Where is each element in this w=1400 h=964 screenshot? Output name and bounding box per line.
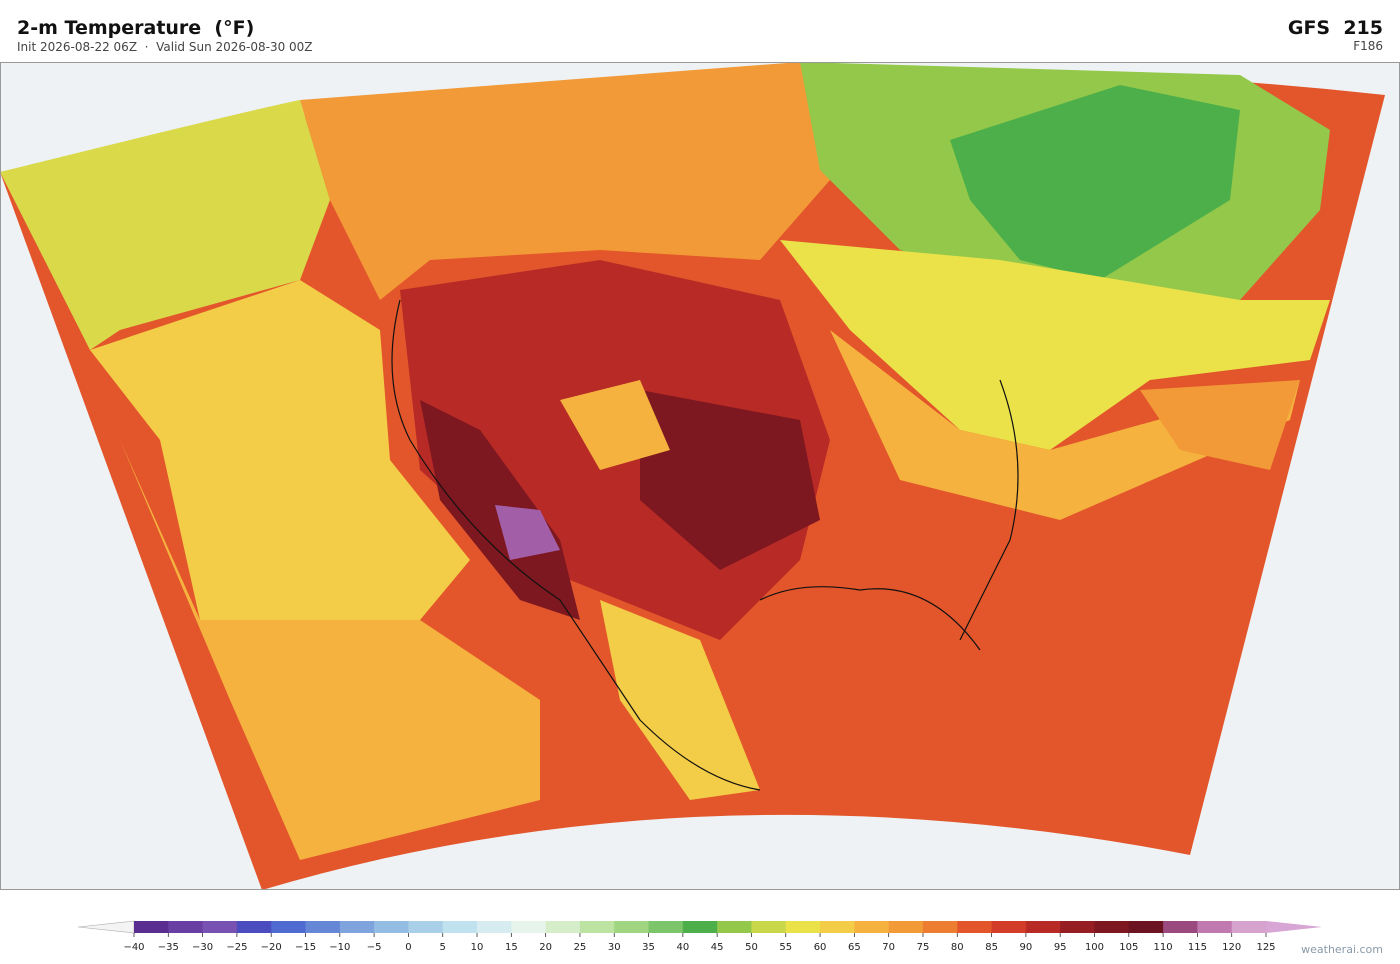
forecast-hour: F186 [1353, 39, 1383, 53]
colorbar-tick-label: 70 [882, 942, 895, 953]
colorbar-bin [1163, 921, 1198, 933]
colorbar-tick-label: 75 [917, 942, 930, 953]
colorbar-bin [614, 921, 650, 933]
colorbar: −40 −35 −30 −25 −20 −15 −10 −5 0 5 10 15 20 25 30 35 40 4… [77, 920, 1322, 953]
colorbar-tick-label: 35 [642, 942, 655, 953]
field-west-canada [300, 62, 830, 300]
title: 2-m Temperature (°F) [17, 17, 254, 39]
colorbar-tick-label: −30 [192, 942, 213, 953]
colorbar-tick-label: 30 [608, 942, 621, 953]
colorbar-bin [442, 921, 478, 933]
colorbar-bin [648, 921, 684, 933]
colorbar-bin [1025, 921, 1061, 933]
colorbar-tick-label: 55 [779, 942, 792, 953]
colorbar-bin [751, 921, 787, 933]
colorbar-bin [339, 921, 375, 933]
colorbar-bin [271, 921, 307, 933]
colorbar-bin [682, 921, 718, 933]
field-desert-peak [495, 505, 560, 560]
colorbar-tick-label: 105 [1119, 942, 1138, 953]
colorbar-bin [134, 921, 169, 933]
field-mexico-plateau [600, 600, 760, 800]
colorbar-tick-label: 5 [440, 942, 446, 953]
model: GFS 215 [1288, 17, 1383, 39]
colorbar-tick-label: −40 [123, 942, 144, 953]
colorbar-tick-label: 0 [405, 942, 411, 953]
colorbar-tick-label: 65 [848, 942, 861, 953]
colorbar-bin [202, 921, 238, 933]
colorbar-bin [717, 921, 752, 933]
colorbar-tick-label: −10 [329, 942, 350, 953]
colorbar-bin [408, 921, 444, 933]
colorbar-tick-label: 115 [1188, 942, 1207, 953]
colorbar-tick-label: 40 [676, 942, 689, 953]
field-pacific-south [120, 440, 540, 860]
field-great-lakes [780, 240, 1330, 450]
colorbar-over [1266, 921, 1322, 933]
colorbar-tick-label: 10 [471, 942, 484, 953]
colorbar-bin [477, 921, 512, 933]
map [0, 62, 1400, 890]
colorbar-tick-label: 80 [951, 942, 964, 953]
colorbar-bin [579, 921, 615, 933]
colorbar-bin [1094, 921, 1130, 933]
colorbar-bin [957, 921, 993, 933]
colorbar-tick-label: −15 [295, 942, 316, 953]
colorbar-bin [1128, 921, 1164, 933]
colorbar-bin [1231, 921, 1267, 933]
colorbar-tick-label: 85 [985, 942, 998, 953]
colorbar-under [77, 920, 135, 934]
colorbar-tick-label: 20 [539, 942, 552, 953]
colorbar-tick-label: 45 [711, 942, 724, 953]
colorbar-tick-label: 95 [1054, 942, 1067, 953]
colorbar-bin [305, 921, 341, 933]
colorbar-tick-label: 90 [1020, 942, 1033, 953]
colorbar-tick-label: 110 [1154, 942, 1173, 953]
field-pacific [90, 280, 470, 620]
colorbar-bin [1197, 921, 1233, 933]
colorbar-tick-label: 25 [574, 942, 587, 953]
colorbar-tick-label: −25 [226, 942, 247, 953]
colorbar-tick-label: 60 [814, 942, 827, 953]
field-plains-hot [640, 390, 820, 570]
coastline [391, 299, 1019, 791]
subtitle: Init 2026-08-22 06Z · Valid Sun 2026-08-… [17, 40, 313, 54]
colorbar-bin [820, 921, 855, 933]
colorbar-tick-label: 100 [1085, 942, 1104, 953]
colorbar-bin [854, 921, 890, 933]
colorbar-bin [374, 921, 409, 933]
colorbar-bin [991, 921, 1027, 933]
colorbar-bin [1060, 921, 1095, 933]
colorbar-bin [922, 921, 958, 933]
colorbar-bin [236, 921, 272, 933]
colorbar-bin [168, 921, 204, 933]
colorbar-tick-label: −35 [158, 942, 179, 953]
field-ohio-valley [830, 330, 1300, 520]
field-atlantic-north [1140, 380, 1300, 470]
colorbar-bin [888, 921, 924, 933]
watermark: weatherai.com [1301, 943, 1383, 956]
colorbar-tick-label: 120 [1222, 942, 1241, 953]
colorbar-tick-label: 125 [1256, 942, 1275, 953]
colorbar-tick-label: 15 [505, 942, 518, 953]
colorbar-bin [785, 921, 821, 933]
field-rockies [560, 380, 670, 470]
colorbar-bin [511, 921, 547, 933]
colorbar-tick-label: −20 [261, 942, 282, 953]
field-cool-pacific [0, 100, 330, 350]
colorbar-tick-label: 50 [745, 942, 758, 953]
field-quebec [950, 85, 1240, 280]
colorbar-tick-label: −5 [367, 942, 382, 953]
colorbar-bin [545, 921, 581, 933]
